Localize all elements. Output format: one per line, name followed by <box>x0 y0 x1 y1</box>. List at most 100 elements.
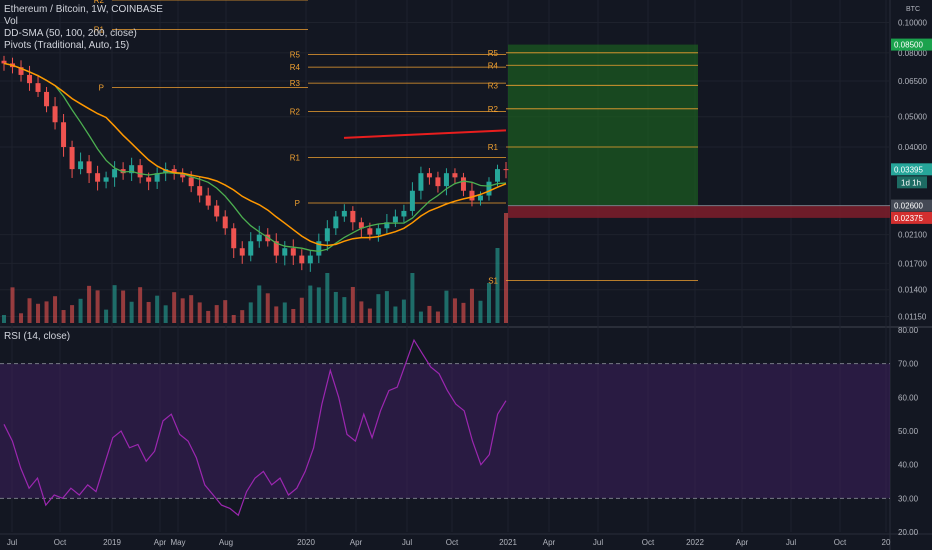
candle-body <box>197 186 203 196</box>
volume-bar <box>104 309 109 323</box>
candle-body <box>469 190 475 201</box>
volume-bar <box>155 295 160 323</box>
rsi-axis-label: 40.00 <box>898 461 919 470</box>
candle-body <box>103 177 109 182</box>
time-axis-label: 2019 <box>103 538 121 547</box>
candle-body <box>171 169 177 174</box>
candle-body <box>180 173 186 178</box>
candle-body <box>188 177 194 187</box>
candle-body <box>486 181 492 196</box>
volume-bar <box>308 285 313 323</box>
price-axis-label: 0.10000 <box>898 18 927 27</box>
volume-bar <box>342 297 347 323</box>
candle-body <box>307 255 313 264</box>
volume-bar <box>70 305 75 323</box>
candle-body <box>477 195 483 201</box>
volume-bar <box>504 213 508 323</box>
time-axis-label: Oct <box>834 538 847 547</box>
sma-indicator-label[interactable]: DD-SMA (50, 100, 200, close) <box>4 28 137 39</box>
volume-bar <box>316 287 321 323</box>
volume-bar <box>87 285 92 323</box>
price-axis-label: 0.01150 <box>898 312 927 321</box>
volume-bar <box>44 301 49 323</box>
candle-body <box>324 228 330 242</box>
candle-body <box>78 161 84 170</box>
volume-bar <box>163 305 168 323</box>
candle-body <box>52 106 58 123</box>
volume-bar <box>325 273 330 323</box>
candle-body <box>86 161 92 174</box>
volume-bar <box>384 291 389 323</box>
volume-bar <box>410 273 415 323</box>
time-axis-label: Apr <box>543 538 556 547</box>
candle-body <box>401 210 407 217</box>
target-price-badge: 0.08500 <box>894 41 923 50</box>
volume-bar <box>478 300 483 323</box>
rsi-line <box>3 338 507 517</box>
volume-bar <box>2 315 6 323</box>
candle-body <box>460 177 466 191</box>
pivot-mid-label: R5 <box>290 51 301 60</box>
candle-body <box>120 169 126 174</box>
time-axis-label: Apr <box>736 538 749 547</box>
rsi-indicator-label[interactable]: RSI (14, close) <box>4 331 71 342</box>
candle-body <box>18 67 24 75</box>
candle-body <box>256 234 262 242</box>
volume-indicator-label[interactable]: Vol <box>4 16 18 27</box>
volume-bar <box>495 248 500 323</box>
time-axis-label: Jul <box>786 538 796 547</box>
volume-bar <box>146 301 151 323</box>
stop-price-badge: 0.02375 <box>894 214 923 223</box>
price-axis-label: 0.04000 <box>898 143 927 152</box>
volume-bar <box>291 308 296 323</box>
rsi-axis-label: 20.00 <box>898 528 919 537</box>
volume-bar <box>36 303 41 323</box>
candle-body <box>129 165 135 174</box>
candle-body <box>112 169 118 178</box>
candle-body <box>1 60 7 64</box>
time-axis-label: Jul <box>402 538 412 547</box>
volume-bar <box>121 290 126 323</box>
candle-body <box>239 248 245 256</box>
candle-body <box>384 222 390 229</box>
candle-body <box>341 210 347 217</box>
time-axis-label: May <box>170 538 185 547</box>
volume-bar <box>393 306 398 323</box>
time-axis-label: 2022 <box>686 538 704 547</box>
volume-bar <box>257 285 262 323</box>
volume-bar <box>282 302 287 323</box>
volume-bar <box>333 291 338 323</box>
volume-bar <box>265 293 270 323</box>
main-legend: Ethereum / Bitcoin, 1W, COINBASE Vol DD-… <box>4 4 163 52</box>
time-axis-label: Jul <box>593 538 603 547</box>
rsi-axis-label: 70.00 <box>898 360 919 369</box>
pivot-old-label: P <box>99 83 104 92</box>
candle-body <box>333 216 339 229</box>
candle-body <box>418 173 424 191</box>
currency-label: BTC <box>906 6 920 13</box>
price-axis-label: 0.08000 <box>898 49 927 58</box>
loss-zone <box>508 205 890 218</box>
volume-bar <box>19 313 24 323</box>
time-axis-label: Apr <box>154 538 167 547</box>
symbol-title[interactable]: Ethereum / Bitcoin, 1W, COINBASE <box>4 4 163 15</box>
volume-bar <box>359 301 364 323</box>
pivots-indicator-label[interactable]: Pivots (Traditional, Auto, 15) <box>4 40 130 51</box>
target-price-badge-bg <box>891 38 932 51</box>
pivot-recent-label: R4 <box>488 61 499 70</box>
candle-body <box>299 255 305 264</box>
sma-100-line <box>3 62 507 247</box>
pivot-mid-label: R3 <box>290 79 301 88</box>
profit-zone <box>508 44 698 206</box>
volume-bar <box>206 310 211 323</box>
volume-bar <box>10 287 15 323</box>
volume-bar <box>299 297 304 323</box>
candle-body <box>503 169 509 171</box>
volume-bar <box>172 292 177 323</box>
volume-bar <box>444 290 449 323</box>
volume-bar <box>61 310 66 323</box>
countdown-badge: 1d 1h <box>901 178 921 187</box>
sma-50-line <box>3 62 507 252</box>
countdown-badge-bg <box>897 176 927 189</box>
